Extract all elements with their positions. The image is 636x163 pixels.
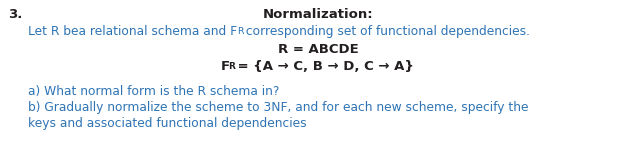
Text: keys and associated functional dependencies: keys and associated functional dependenc… — [28, 117, 307, 130]
Text: R: R — [228, 62, 235, 71]
Text: = {A → C, B → D, C → A}: = {A → C, B → D, C → A} — [233, 60, 414, 73]
Text: Let R bea relational schema and F: Let R bea relational schema and F — [28, 25, 237, 38]
Text: F: F — [221, 60, 230, 73]
Text: b) Gradually normalize the scheme to 3NF, and for each new scheme, specify the: b) Gradually normalize the scheme to 3NF… — [28, 101, 529, 114]
Text: 3.: 3. — [8, 8, 22, 21]
Text: R = ABCDE: R = ABCDE — [278, 43, 358, 56]
Text: corresponding set of functional dependencies.: corresponding set of functional dependen… — [242, 25, 530, 38]
Text: Normalization:: Normalization: — [263, 8, 373, 21]
Text: R: R — [237, 27, 244, 36]
Text: a) What normal form is the R schema in?: a) What normal form is the R schema in? — [28, 85, 279, 98]
